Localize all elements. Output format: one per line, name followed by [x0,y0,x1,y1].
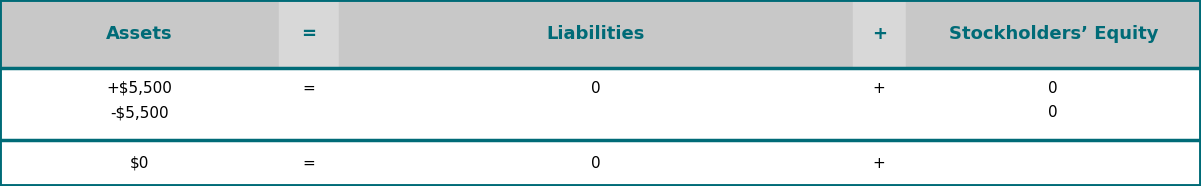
Text: +: + [872,25,886,43]
Text: =: = [301,25,316,43]
Text: +: + [873,156,885,171]
Text: =: = [303,156,315,171]
Bar [279,0,339,68]
Text: Stockholders’ Equity: Stockholders’ Equity [949,25,1158,43]
Text: =: = [303,81,315,96]
Text: 0: 0 [591,156,600,171]
Bar [0,0,279,68]
Text: +$5,500: +$5,500 [107,81,172,96]
Bar [906,0,1201,68]
Text: $0: $0 [130,156,149,171]
Text: +: + [873,81,885,96]
Text: Assets: Assets [106,25,173,43]
Text: 0: 0 [1048,105,1058,120]
Bar [339,0,853,68]
Text: 0: 0 [591,81,600,96]
Text: Liabilities: Liabilities [546,25,645,43]
Bar [853,0,906,68]
Text: -$5,500: -$5,500 [110,105,168,120]
Text: 0: 0 [1048,81,1058,96]
